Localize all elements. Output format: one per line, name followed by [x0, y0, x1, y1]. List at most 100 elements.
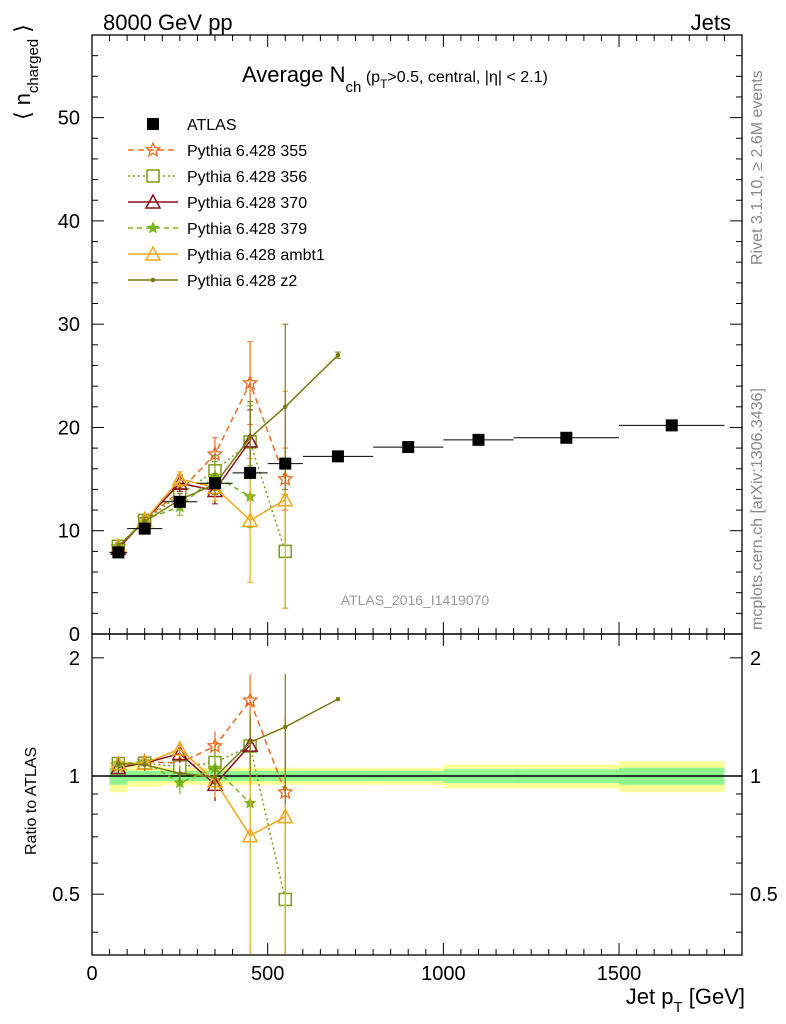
main-plot: 10 20 30 40 50 0 — [58, 34, 743, 955]
legend-item-z2: Pythia 6.428 z2 — [128, 273, 297, 290]
ratio-data-point — [110, 759, 127, 775]
ratio-y-tick-label-right: 2 — [750, 648, 761, 670]
ratio-series-p356 — [111, 716, 292, 955]
ratio-data-point — [177, 771, 183, 776]
mcplots-label: mcplots.cern.ch [arXiv:1306.3436] — [749, 388, 766, 630]
x-tick-label: 1500 — [597, 963, 642, 985]
ratio-y-tick-label: 1 — [69, 766, 80, 788]
legend: ATLAS Pythia 6.428 355 Pythia 6.428 356 Pyt… — [128, 117, 325, 290]
ratio-data-point — [142, 762, 148, 767]
ratio-series-ambt1 — [110, 715, 294, 955]
legend-item-p355: Pythia 6.428 355 — [128, 141, 307, 160]
ratio-data-point — [171, 740, 189, 756]
x-axis-label-sub: T — [673, 999, 682, 1016]
atlas-point — [402, 441, 415, 454]
series-line — [117, 478, 286, 547]
legend-marker — [146, 169, 160, 183]
y-axis-label-close: ⟩ — [10, 24, 35, 39]
atlas-point — [331, 450, 344, 463]
x-axis-label-unit: [GeV] — [683, 984, 745, 1009]
data-point — [241, 374, 259, 391]
legend-marker — [144, 193, 162, 209]
data-point — [241, 511, 259, 528]
atlas-point — [208, 477, 221, 490]
legend-label: Pythia 6.428 356 — [187, 169, 307, 186]
x-tick-label: 1000 — [421, 963, 466, 985]
data-point — [171, 470, 189, 486]
atlas-point — [665, 419, 678, 432]
ratio-plot: 0 500 1000 1500 0.5 0.5 1 1 2 2 — [52, 633, 778, 985]
ratio-data-point — [247, 740, 253, 745]
main-title-open: (p — [361, 69, 380, 86]
ratio-y-tick-label-right: 0.5 — [750, 884, 778, 906]
ratio-y-axis-label: Ratio to ATLAS — [23, 747, 40, 855]
legend-label: Pythia 6.428 370 — [187, 195, 307, 212]
main-title-pt-sub: T — [380, 77, 388, 91]
atlas-point — [472, 433, 485, 446]
ratio-series-p355 — [110, 674, 294, 831]
legend-item-p356: Pythia 6.428 356 — [128, 169, 307, 186]
legend-marker — [146, 221, 160, 234]
y-tick-label-zero: 0 — [69, 624, 80, 646]
series-atlas — [109, 419, 725, 559]
series-p356 — [111, 405, 292, 609]
atlas-point — [560, 431, 573, 444]
atlas-point — [173, 495, 186, 508]
legend-marker — [144, 245, 162, 261]
legend-marker — [150, 277, 156, 283]
legend-item-ambt1: Pythia 6.428 ambt1 — [128, 245, 325, 264]
ratio-y-tick-label: 2 — [69, 648, 80, 670]
series-line — [117, 354, 339, 547]
ratio-data-point — [173, 776, 187, 789]
ratio-data-point — [276, 808, 294, 824]
atlas-point — [138, 522, 151, 535]
ratio-data-point — [212, 774, 218, 780]
legend-label: Pythia 6.428 355 — [187, 143, 307, 160]
ratio-y-tick-label: 0.5 — [52, 884, 80, 906]
atlas-point — [279, 457, 292, 470]
legend-label: Pythia 6.428 z2 — [187, 273, 297, 290]
data-point — [247, 435, 253, 441]
x-axis-label: Jet pT [GeV] — [626, 984, 745, 1016]
x-tick-label: 0 — [86, 963, 97, 985]
data-point — [282, 404, 288, 410]
y-axis-label-open: ⟨ n — [10, 93, 35, 120]
atlas-point — [112, 546, 125, 559]
rivet-label: Rivet 3.1.10, ≥ 2.6M events — [749, 70, 766, 265]
x-axis-label-text: Jet p — [626, 984, 674, 1009]
x-tick-label: 500 — [251, 963, 284, 985]
ratio-data-point — [241, 691, 259, 708]
main-title-sub: ch — [346, 79, 362, 96]
y-axis-label: ⟨ ncharged ⟩ — [10, 24, 42, 120]
legend-marker — [144, 141, 162, 158]
ratio-frame — [91, 633, 743, 956]
legend-item-p379: Pythia 6.428 379 — [128, 221, 307, 238]
y-tick-label: 10 — [58, 521, 80, 543]
legend-item-atlas: ATLAS — [147, 117, 237, 134]
header-left: 8000 GeV pp — [103, 10, 233, 35]
y-tick-label: 20 — [58, 417, 80, 439]
series-line — [117, 475, 251, 547]
y-tick-label: 40 — [58, 211, 80, 233]
data-point — [335, 352, 341, 358]
main-title: Average Nch (pT>0.5, central, |η| < 2.1) — [242, 62, 548, 96]
watermark: ATLAS_2016_I1419070 — [341, 592, 490, 608]
y-tick-label: 30 — [58, 314, 80, 336]
ratio-data-point — [241, 826, 259, 843]
header-right: Jets — [691, 10, 731, 35]
legend-label: Pythia 6.428 379 — [187, 221, 307, 238]
ratio-data-point — [116, 761, 121, 766]
y-tick-label: 50 — [58, 108, 80, 130]
main-title-rest: >0.5, central, |η| < 2.1) — [387, 69, 547, 86]
main-title-prefix: Average N — [242, 62, 346, 87]
legend-label: ATLAS — [187, 117, 237, 134]
ratio-data-point — [335, 696, 341, 702]
legend-item-p370: Pythia 6.428 370 — [128, 193, 307, 212]
ratio-series-z2 — [116, 674, 341, 805]
series-line — [117, 440, 286, 552]
y-axis-label-sub: charged — [25, 39, 42, 93]
atlas-point — [244, 466, 257, 479]
ratio-data-point — [282, 724, 288, 730]
ratio-y-tick-label-right: 1 — [750, 766, 761, 788]
